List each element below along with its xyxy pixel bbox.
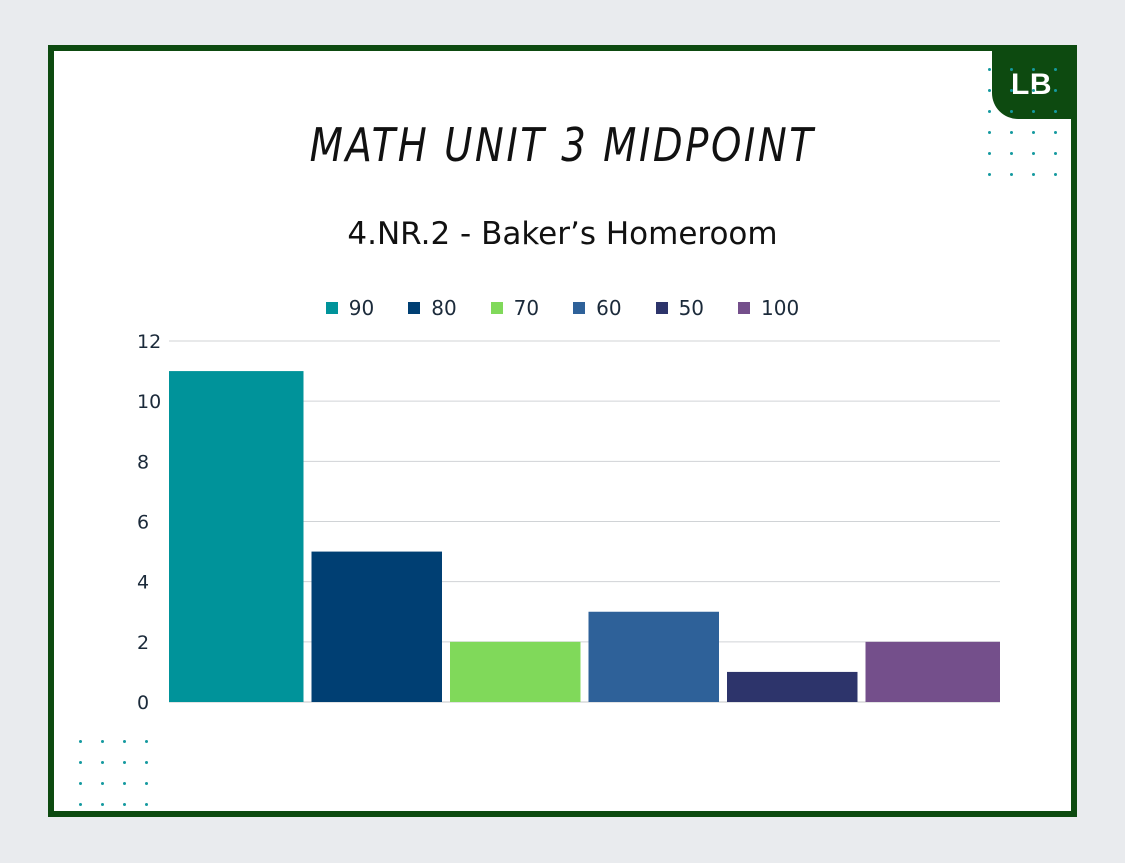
bar-50 [727,671,858,702]
decorative-dot [145,740,148,743]
legend-swatch [490,302,503,314]
decorative-dot [101,761,104,764]
legend-swatch [573,302,586,314]
decorative-dot [145,761,148,764]
decorative-dot [123,740,126,743]
decorative-dot [79,803,82,806]
decorative-dot [988,68,991,71]
legend-label: 60 [596,296,622,320]
decorative-dot [1032,68,1035,71]
y-tick-label: 4 [137,572,149,594]
legend-label: 70 [513,296,540,320]
y-tick-label: 2 [137,632,149,654]
decorative-dot [1010,110,1013,113]
decorative-dot [1054,173,1057,176]
decorative-dot [1032,173,1035,176]
chart-title: MATH UNIT 3 MIDPOINT [309,118,816,172]
y-tick-label: 10 [137,391,161,413]
decorative-dot [1054,131,1057,134]
decorative-dot [1010,131,1013,134]
y-tick-label: 6 [137,512,149,534]
legend-swatch [325,302,338,314]
decorative-dot [79,761,82,764]
decorative-dot [1010,89,1013,92]
legend-label: 80 [431,296,457,320]
decorative-dot [79,782,82,785]
y-tick-label: 12 [137,331,161,353]
chart-subtitle: 4.NR.2 - Baker’s Homeroom [347,216,778,252]
legend-swatch [408,302,421,314]
y-tick-label: 8 [137,451,149,473]
legend-item: 80 [408,296,457,320]
bar-80 [311,551,442,702]
legend-label: 50 [678,296,705,320]
legend-label: 100 [761,296,800,320]
bar-90 [169,371,304,702]
decorative-dot [1010,152,1013,155]
decorative-dot [79,740,82,743]
legend-item: 90 [325,296,375,320]
decorative-dot [101,803,104,806]
decorative-dot [123,803,126,806]
decorative-dot [988,131,991,134]
decorative-dot [1010,173,1013,176]
decorative-dot [1032,110,1035,113]
legend-swatch [738,302,751,314]
decorative-dot [988,152,991,155]
decorative-dot [1032,89,1035,92]
bar-60 [588,611,719,702]
legend-item: 100 [738,296,799,320]
badge-text: LB [1011,68,1052,101]
decorative-dot [1010,68,1013,71]
decorative-dot [1054,110,1057,113]
decorative-dots-bottom-left [79,740,149,806]
decorative-dot [1054,89,1057,92]
decorative-dot [988,110,991,113]
y-tick-label: 0 [137,692,149,714]
decorative-dot [1032,131,1035,134]
decorative-dot [101,740,104,743]
initials-badge: LB [992,51,1071,119]
decorative-dot [988,89,991,92]
chart-legend: 90 80 70 60 50 100 [0,296,1125,320]
decorative-dot [1032,152,1035,155]
decorative-dot [145,782,148,785]
legend-item: 70 [490,296,540,320]
decorative-dot [1054,68,1057,71]
decorative-dot [101,782,104,785]
decorative-dot [988,173,991,176]
decorative-dot [1054,152,1057,155]
bar-100 [865,641,1000,702]
decorative-dots-top-right [988,68,1058,176]
legend-label: 90 [348,296,375,320]
decorative-dot [145,803,148,806]
decorative-dot [123,761,126,764]
legend-item: 50 [655,296,705,320]
legend-swatch [655,302,668,314]
bar-70 [450,641,581,702]
legend-item: 60 [573,296,622,320]
decorative-dot [123,782,126,785]
